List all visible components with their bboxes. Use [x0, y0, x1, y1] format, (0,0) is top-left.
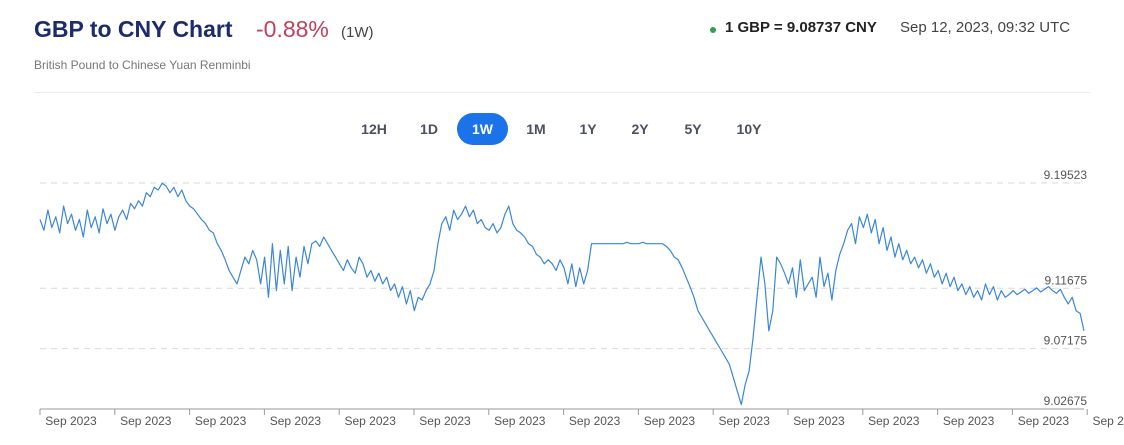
current-rate: 1 GBP = 9.08737 CNY: [725, 19, 877, 36]
tab-10y[interactable]: 10Y: [736, 121, 762, 137]
x-tick-label: Sep 2023: [793, 414, 845, 428]
x-tick-label: Sep 2023: [719, 414, 771, 428]
y-tick-label: 9.11675: [1045, 273, 1088, 287]
page-subtitle: British Pound to Chinese Yuan Renminbi: [34, 58, 251, 72]
x-tick-label: Sep 2023: [868, 414, 920, 428]
y-tick-label: 9.07175: [1044, 334, 1088, 348]
period-label: (1W): [341, 24, 374, 41]
tab-2y[interactable]: 2Y: [631, 121, 649, 137]
series-line: [39, 182, 1085, 406]
change-percent: -0.88%: [256, 16, 329, 42]
x-tick-label: Sep 2023: [45, 414, 97, 428]
x-tick-label: Sep 2023: [270, 414, 322, 428]
x-tick-label: Sep 2023: [1018, 414, 1070, 428]
tab-1y[interactable]: 1Y: [579, 121, 597, 137]
header-divider: [34, 92, 1090, 93]
y-tick-label: 9.02675: [1044, 394, 1088, 408]
x-tick-label: Sep 2023: [345, 414, 397, 428]
x-tick-label: Sep 2023: [943, 414, 995, 428]
x-tick-label: Sep 2023: [494, 414, 546, 428]
x-tick-label: Sep 2023: [419, 414, 471, 428]
tab-1w[interactable]: 1W: [457, 113, 508, 145]
tab-1m[interactable]: 1M: [526, 121, 546, 137]
y-tick-label: 9.19523: [1044, 168, 1088, 182]
tab-1d[interactable]: 1D: [420, 121, 438, 137]
exchange-rate-chart[interactable]: 9.19523 9.11675 9.07175 9.02675 Sep 2023 Sep …: [0, 160, 1124, 445]
x-tick-label: Sep 2023: [1093, 414, 1124, 428]
live-status-dot-icon: [710, 27, 716, 33]
x-tick-label: Sep 2023: [195, 414, 247, 428]
tab-5y[interactable]: 5Y: [684, 121, 702, 137]
page-title: GBP to CNY Chart: [34, 16, 233, 42]
x-tick-label: Sep 2023: [120, 414, 172, 428]
x-tick-label: Sep 2023: [569, 414, 621, 428]
tab-12h[interactable]: 12H: [361, 121, 387, 137]
rate-timestamp: Sep 12, 2023, 09:32 UTC: [900, 19, 1071, 36]
x-tick-label: Sep 2023: [644, 414, 696, 428]
